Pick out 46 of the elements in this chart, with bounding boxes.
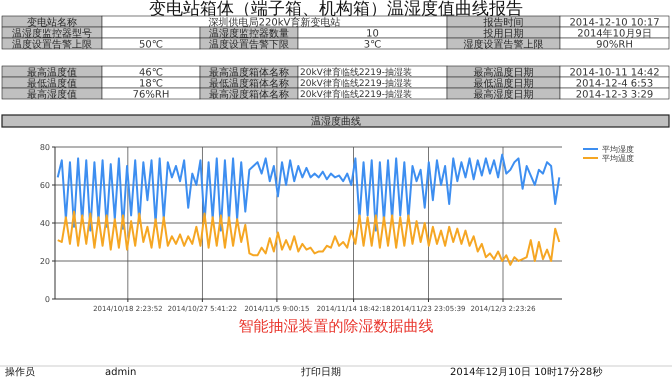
text: admin xyxy=(105,367,136,378)
y-tick-label: 80 xyxy=(40,142,50,152)
text: 变电站名称 xyxy=(27,16,77,28)
text: 温湿度监控器型号 xyxy=(12,27,92,40)
legend-label: 平均温度 xyxy=(602,154,634,163)
text: 18℃ xyxy=(139,78,163,90)
text: 10 xyxy=(366,28,379,40)
text: 智能抽湿装置的除湿数据曲线 xyxy=(238,317,434,335)
text: 最高温度日期 xyxy=(474,66,534,78)
text: 20kV律育临线2219-抽湿装 xyxy=(300,67,412,78)
text: 温度设置告警上限 xyxy=(12,38,92,50)
text: 20kV律育临线2219-抽湿装 xyxy=(300,89,412,100)
text: 操作员 xyxy=(5,366,35,378)
text: 报告时间 xyxy=(482,16,524,28)
text: 最低温度值 xyxy=(27,77,77,90)
text: 90%RH xyxy=(596,39,633,50)
text: 2014-12-10 10:17 xyxy=(569,17,660,28)
text: 76%RH xyxy=(132,89,170,100)
text: 2014-10-11 14:42 xyxy=(569,67,660,78)
text: 3℃ xyxy=(364,39,382,50)
text: 46℃ xyxy=(139,67,163,78)
y-tick-label: 0 xyxy=(44,294,50,304)
text: 打印日期 xyxy=(300,366,341,378)
text: 最低温度日期 xyxy=(474,77,534,90)
y-tick-label: 60 xyxy=(40,180,50,190)
text: 2014年12月10日 10时17分28秒 xyxy=(450,366,602,378)
text: 最低温度箱体名称 xyxy=(209,77,289,90)
text: 50℃ xyxy=(139,39,163,50)
chart-subtitle: 温湿度曲线 xyxy=(311,116,361,128)
text: 最高温度箱体名称 xyxy=(209,66,289,78)
text: 2014-12-3 3:29 xyxy=(576,89,654,100)
text: 最高湿度箱体名称 xyxy=(209,88,289,100)
text: 温度设置告警下限 xyxy=(209,38,289,50)
text: 2014年10月9日 xyxy=(577,27,652,40)
text: 2014-12-4 6:53 xyxy=(576,78,654,90)
y-tick-label: 40 xyxy=(40,218,50,228)
text: 湿度设置告警上限 xyxy=(464,38,544,50)
text: 最高湿度值 xyxy=(27,88,77,100)
y-tick-label: 20 xyxy=(40,256,50,266)
text: 20kV律育临线2219-抽湿装 xyxy=(300,78,412,89)
text: 最高温度值 xyxy=(27,66,77,78)
text: 最高湿度日期 xyxy=(474,88,534,100)
legend-label: 平均湿度 xyxy=(602,144,634,154)
text: 深圳供电局220kV育新变电站 xyxy=(208,16,340,28)
text: 温湿度监控器数量 xyxy=(209,27,289,40)
text: 投用日期 xyxy=(482,27,524,40)
